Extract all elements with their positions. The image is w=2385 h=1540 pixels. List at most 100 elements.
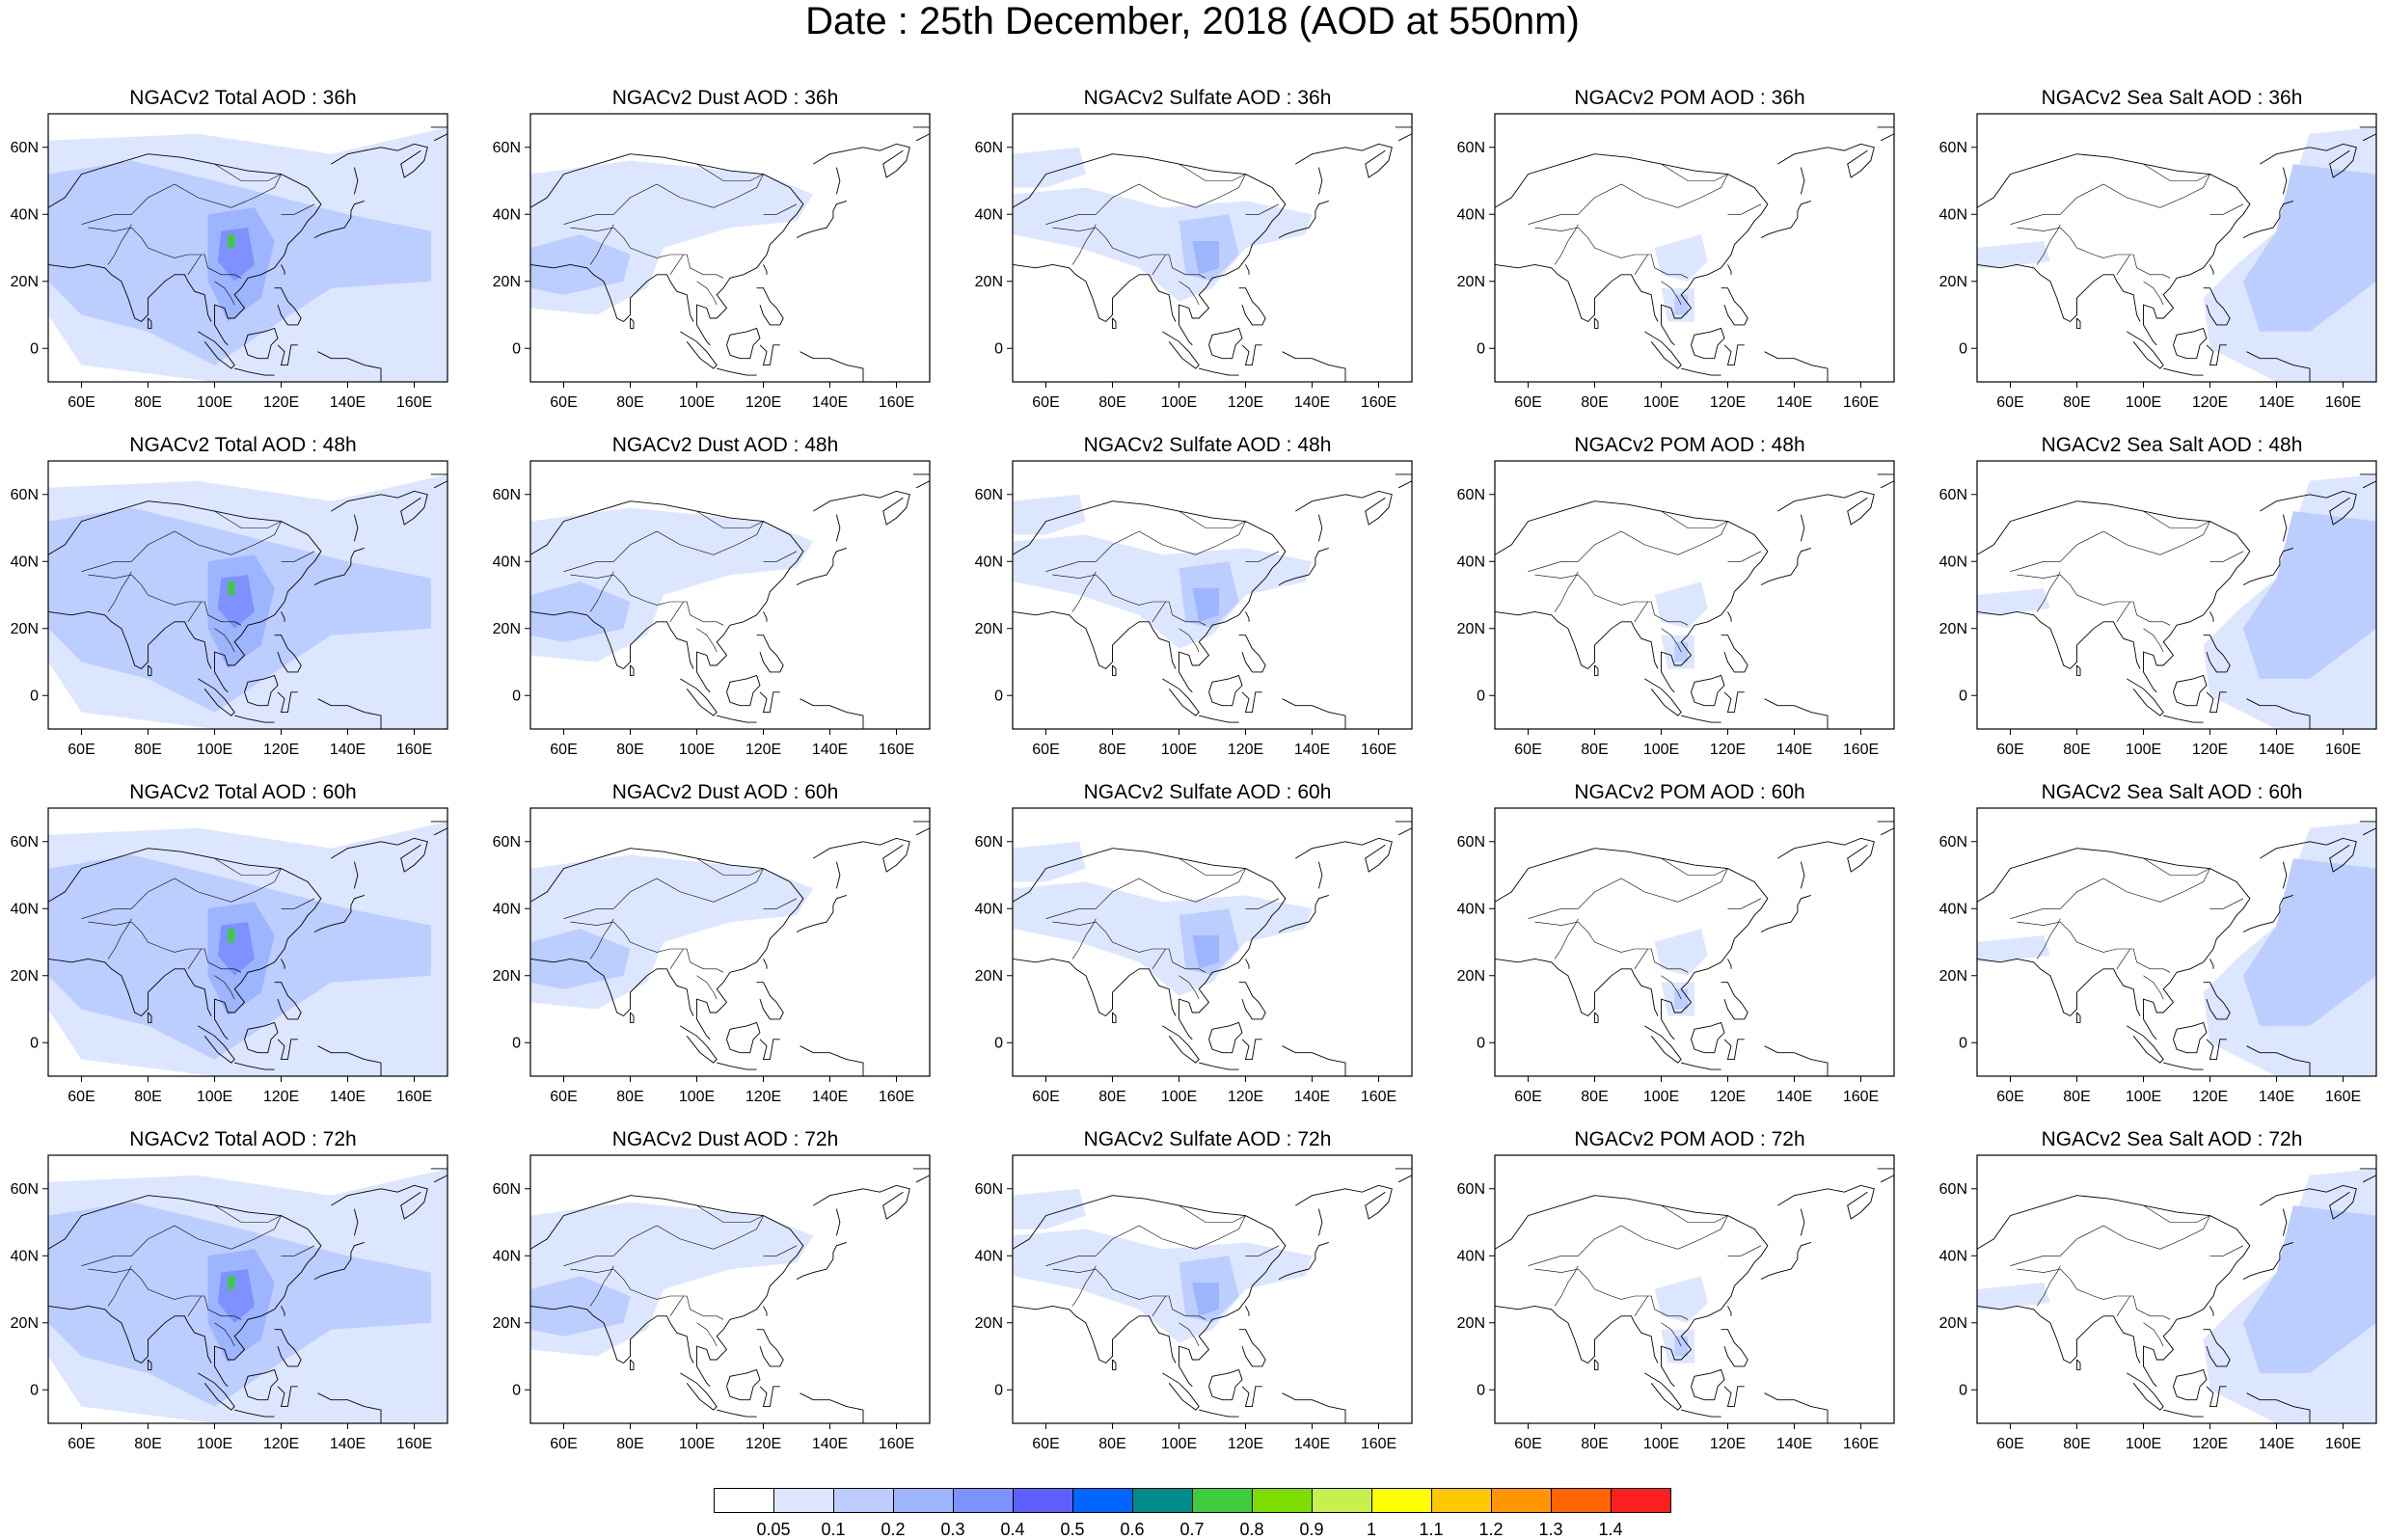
aod-shading bbox=[1977, 935, 2050, 962]
coastline bbox=[1800, 167, 1805, 195]
lon-tick-label: 100E bbox=[679, 1089, 715, 1105]
lat-tick-label: 0 bbox=[994, 1035, 1003, 1051]
coastline bbox=[2173, 327, 2208, 360]
coastline bbox=[1764, 351, 1829, 382]
coastline bbox=[274, 287, 302, 326]
coastline bbox=[1162, 1372, 1200, 1411]
coastline bbox=[1238, 635, 1266, 673]
aod-shading bbox=[1013, 187, 1313, 302]
panel-title: NGACv2 Dust AOD : 72h bbox=[611, 1128, 839, 1150]
country-border bbox=[1534, 227, 1689, 279]
coastline bbox=[1644, 331, 1682, 369]
country-border bbox=[1179, 975, 1200, 1000]
aod-map: 60N 40N 20N 0 60E 80E 100E 120E 140E 160E bbox=[1939, 1154, 2377, 1452]
coastline bbox=[530, 610, 694, 670]
lat-tick-label: 40N bbox=[493, 901, 521, 917]
colorbar-swatch bbox=[893, 1488, 954, 1513]
country-border bbox=[1727, 551, 1762, 562]
coastline bbox=[1594, 1012, 1599, 1023]
aod-shading bbox=[228, 234, 235, 248]
coastline bbox=[281, 611, 285, 622]
country-border bbox=[1179, 628, 1200, 653]
coastline bbox=[277, 344, 298, 366]
lon-tick-label: 60E bbox=[550, 394, 577, 411]
lon-tick-label: 100E bbox=[1161, 742, 1197, 758]
coastline bbox=[1977, 153, 2251, 346]
aod-shading bbox=[228, 1276, 235, 1289]
lat-tick-label: 40N bbox=[975, 1248, 1003, 1264]
coastline bbox=[244, 1021, 279, 1054]
country-border bbox=[696, 628, 718, 653]
coastline bbox=[2242, 1241, 2293, 1281]
coastline bbox=[1317, 167, 1323, 195]
coastline bbox=[1208, 327, 1243, 360]
aod-shading bbox=[228, 581, 235, 595]
coastline bbox=[1278, 1241, 1329, 1281]
country-border bbox=[1052, 227, 1206, 279]
lat-tick-label: 60N bbox=[1457, 834, 1485, 851]
aod-map: 60N 40N 20N 0 60E 80E 100E 120E 140E 160E bbox=[493, 460, 931, 758]
coastline bbox=[835, 1208, 841, 1236]
country-border bbox=[107, 1265, 132, 1307]
lat-tick-label: 20N bbox=[1939, 968, 1967, 985]
country-border bbox=[107, 224, 132, 265]
country-border bbox=[1634, 1295, 1648, 1316]
coastline bbox=[1681, 1062, 1721, 1070]
lon-tick-label: 100E bbox=[197, 1089, 232, 1105]
lon-tick-label: 60E bbox=[1514, 1436, 1541, 1452]
coastline bbox=[1977, 610, 2141, 670]
coastline bbox=[2359, 473, 2376, 489]
coastline bbox=[530, 1195, 804, 1388]
coastline bbox=[2282, 514, 2288, 542]
coastline bbox=[1112, 1359, 1117, 1370]
coastline bbox=[353, 1208, 359, 1236]
coastline bbox=[1395, 1168, 1412, 1183]
coastline bbox=[717, 1409, 757, 1418]
coastline bbox=[1199, 1409, 1239, 1418]
lat-tick-label: 0 bbox=[1477, 1035, 1485, 1051]
coastline bbox=[630, 317, 635, 329]
aod-shading bbox=[217, 1269, 255, 1323]
coastline bbox=[1777, 490, 1875, 526]
coastline bbox=[281, 1306, 285, 1316]
lon-tick-label: 160E bbox=[396, 1089, 432, 1105]
coastline bbox=[2260, 490, 2357, 526]
country-border bbox=[1045, 868, 1246, 919]
country-border bbox=[563, 521, 764, 572]
coastline bbox=[48, 153, 322, 346]
lat-tick-label: 0 bbox=[30, 1382, 39, 1398]
lon-tick-label: 100E bbox=[2126, 1436, 2161, 1452]
country-border bbox=[1534, 1268, 1689, 1320]
lon-tick-label: 80E bbox=[134, 1436, 161, 1452]
coastline bbox=[277, 1039, 298, 1061]
colorbar-swatch bbox=[1551, 1488, 1612, 1513]
country-border bbox=[281, 203, 315, 215]
country-border bbox=[187, 601, 202, 622]
country-border bbox=[107, 571, 132, 612]
lon-tick-label: 120E bbox=[1228, 1436, 1263, 1452]
coastline bbox=[1013, 1195, 1287, 1388]
coastline bbox=[2173, 1368, 2208, 1401]
coastline bbox=[800, 1392, 864, 1423]
coastline bbox=[2076, 1012, 2081, 1023]
aod-shading bbox=[530, 929, 631, 989]
coastline bbox=[48, 1305, 212, 1364]
coastline bbox=[1295, 1184, 1393, 1220]
coastline bbox=[2203, 635, 2231, 673]
coastline bbox=[2163, 1062, 2204, 1070]
aod-shading bbox=[2243, 1205, 2376, 1373]
coastline bbox=[1238, 1329, 1266, 1367]
colorbar-swatch bbox=[1013, 1488, 1073, 1513]
coastline bbox=[331, 1184, 428, 1220]
lat-tick-label: 60N bbox=[1457, 1181, 1485, 1198]
coastline bbox=[2209, 264, 2214, 275]
colorbar-swatch bbox=[1431, 1488, 1492, 1513]
lon-tick-label: 80E bbox=[134, 1089, 161, 1105]
coastline bbox=[2076, 317, 2081, 329]
lon-tick-label: 60E bbox=[1996, 1089, 2023, 1105]
coastline bbox=[835, 514, 841, 542]
lon-tick-label: 60E bbox=[68, 1436, 95, 1452]
country-border bbox=[281, 1245, 315, 1256]
lat-tick-label: 0 bbox=[994, 340, 1003, 357]
coastline bbox=[1495, 153, 1769, 346]
